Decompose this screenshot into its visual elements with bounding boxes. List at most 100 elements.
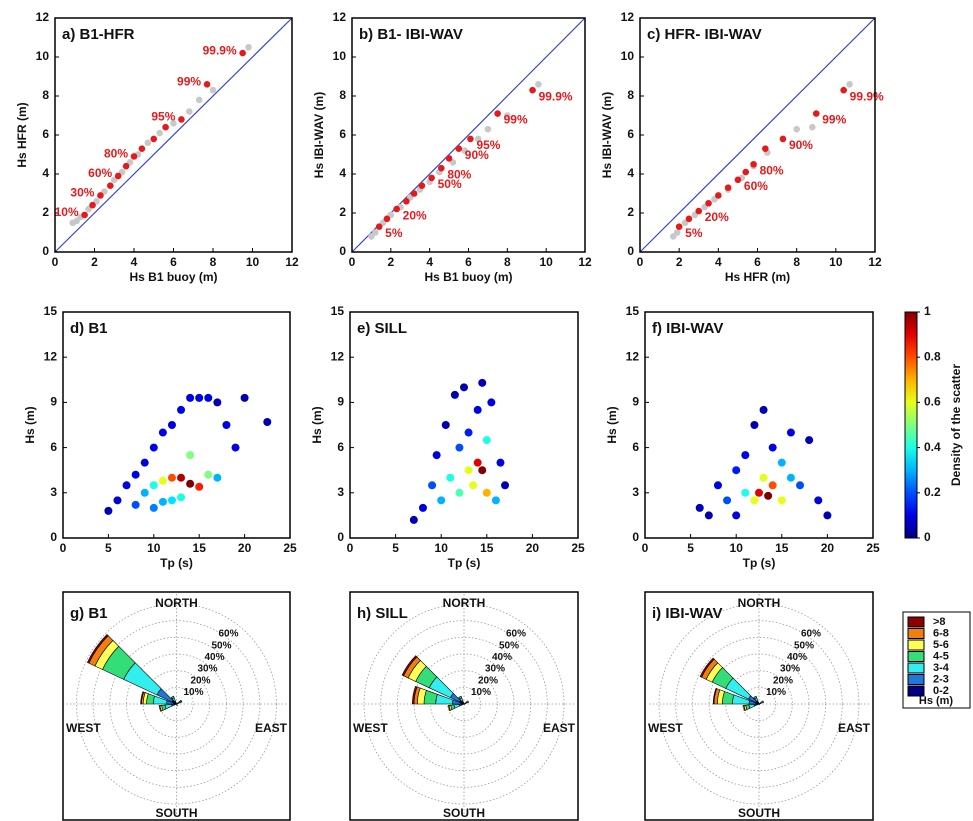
legend-label: 5-6 [933,639,949,651]
density-point [741,451,750,460]
density-point [478,378,487,387]
plot-frame [644,311,874,539]
density-point [814,496,823,505]
x-tick-label: 15 [480,541,494,555]
panel-title: b) B1- IBI-WAV [359,26,463,43]
quantile-point [130,153,138,160]
rose-ring-label: 50% [794,640,814,651]
density-point [704,511,713,520]
plot-frame [349,311,579,539]
y-tick-label: 6 [42,127,49,141]
x-tick-label: 0 [60,541,67,555]
density-point [713,481,722,490]
density-point [195,393,204,402]
colorbar-tick-label: 0.4 [924,440,941,454]
rose-segment [176,704,178,706]
rose-ring-label: 60% [219,629,239,640]
rose-segment [86,634,109,664]
x-tick-label: 10 [246,255,260,269]
quantile-point [178,116,185,123]
y-tick-label: 6 [337,440,344,454]
legend-swatch [907,616,925,628]
density-point [796,481,805,490]
x-axis-label: Hs HFR (m) [725,270,790,284]
x-axis-label: Hs B1 buoy (m) [129,270,217,284]
x-tick-label: 2 [387,255,394,269]
y-tick-label: 12 [333,10,347,24]
quantile-point [734,176,742,184]
compass-label: NORTH [443,596,486,610]
rose-ring-label: 30% [198,664,218,675]
quantile-point [114,172,122,180]
rose-segment [761,700,765,704]
quantile-point [529,86,536,94]
quantile-point [793,125,800,133]
density-point [432,451,441,460]
y-axis-label: Hs (m) [310,406,324,443]
compass-label: EAST [255,721,288,735]
x-tick-label: 5 [105,541,112,555]
y-tick-label: 0 [42,244,49,258]
density-point [186,479,195,488]
x-tick-label: 2 [676,255,683,269]
legend-title: Hs (m) [919,695,954,707]
rose-ring-label: 30% [485,664,505,675]
density-point [464,428,473,437]
quantile-point [812,110,820,117]
y-tick-label: 4 [339,166,346,180]
density-point [755,488,763,497]
y-tick-label: 9 [632,395,639,409]
compass-label: NORTH [738,596,781,610]
quantile-label: 95% [476,138,500,152]
panel-title: e) SILL [357,320,407,337]
x-tick-label: 15 [193,541,207,555]
quantile-point [840,86,847,94]
rose-ring-label: 10% [471,687,491,698]
quantile-point [97,192,104,199]
quantile-point [750,160,757,168]
y-tick-label: 8 [42,88,49,102]
quantile-point [779,135,787,143]
density-point [695,503,704,512]
one-to-one-line [54,17,293,253]
density-point [460,383,468,392]
x-tick-label: 0 [347,541,354,555]
density-point [455,488,464,497]
density-point [177,473,186,482]
rose-ring [430,670,498,738]
panel-title: a) B1-HFR [62,26,135,43]
quantile-point [170,120,177,127]
quantile-point [138,145,146,152]
quantile-point [403,198,410,205]
legend-swatch [907,662,925,674]
density-point [732,466,741,475]
rose-ring-label: 10% [766,687,786,698]
rose-ring [675,620,843,788]
x-axis-label: Tp (s) [448,556,481,570]
y-tick-label: 3 [632,485,639,499]
rose-segment [158,705,162,712]
quantile-label: 50% [438,177,462,191]
rose-ring-label: 30% [780,664,800,675]
x-tick-label: 6 [465,255,472,269]
x-tick-label: 12 [578,255,592,269]
y-tick-label: 9 [337,395,344,409]
rose-segment [463,703,465,706]
rose-ring [658,603,860,805]
density-point [464,466,473,475]
x-tick-label: 8 [504,255,511,269]
rose-ring-label: 20% [773,675,793,686]
y-tick-label: 15 [626,304,640,318]
x-tick-label: 10 [730,541,744,555]
density-point [195,482,204,491]
legend-label: 4-5 [933,650,949,662]
rose-frame [62,591,291,821]
y-tick-label: 4 [627,166,634,180]
colorbar-tick-label: 1 [924,304,931,318]
y-tick-label: 8 [627,88,634,102]
legend-swatch [907,651,925,662]
density-point [786,428,795,437]
plot-frame [62,311,291,539]
x-tick-label: 15 [775,541,789,555]
plot-frame [639,17,876,253]
